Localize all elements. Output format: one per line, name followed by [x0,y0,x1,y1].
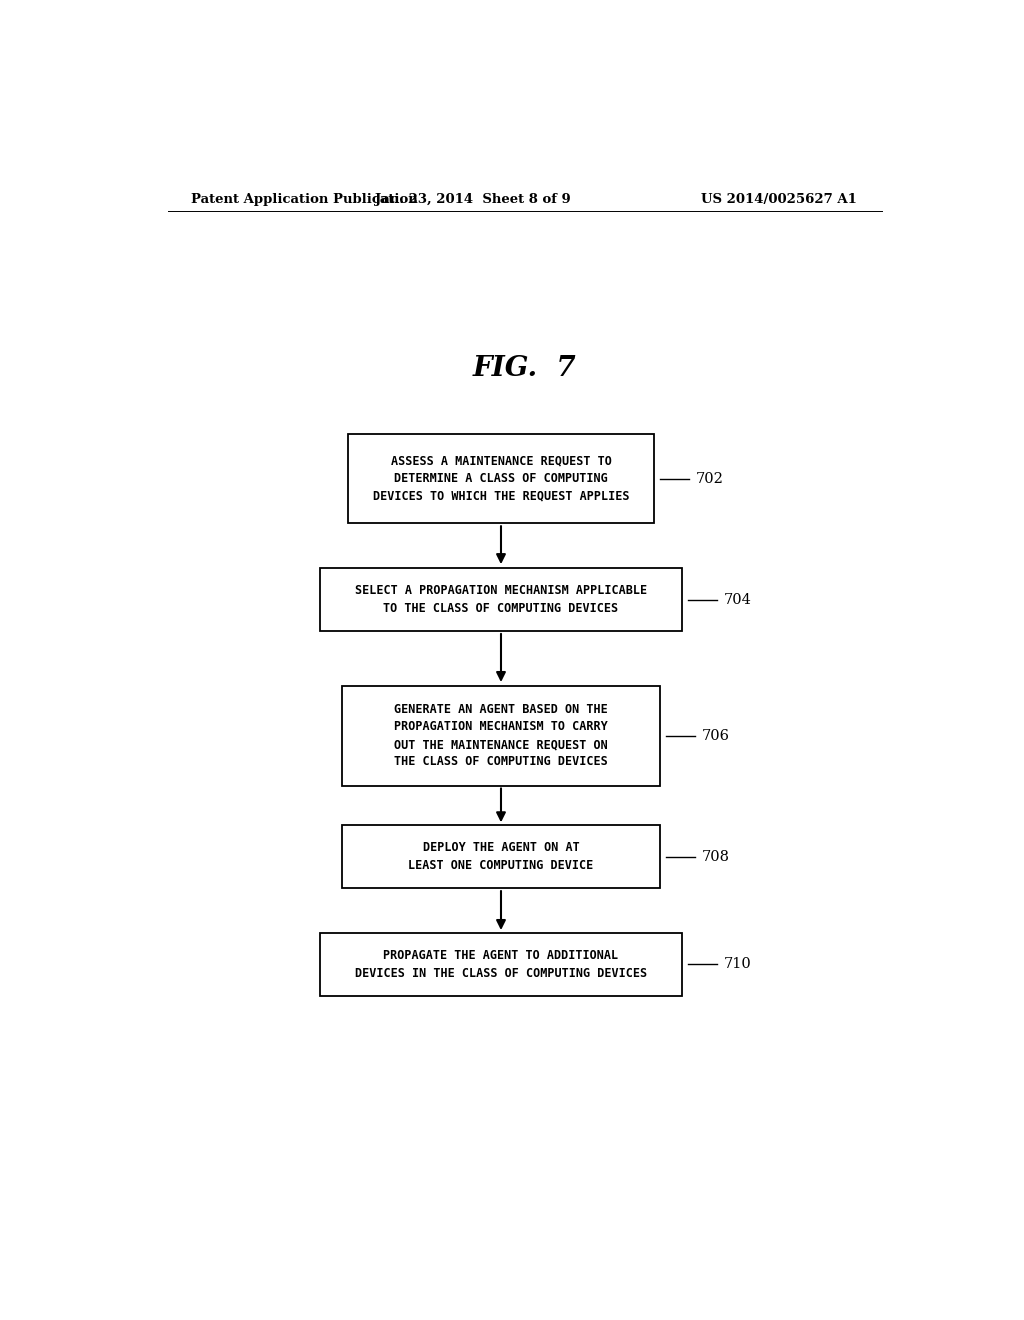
Text: GENERATE AN AGENT BASED ON THE
PROPAGATION MECHANISM TO CARRY
OUT THE MAINTENANC: GENERATE AN AGENT BASED ON THE PROPAGATI… [394,704,608,768]
Text: Jan. 23, 2014  Sheet 8 of 9: Jan. 23, 2014 Sheet 8 of 9 [376,193,571,206]
Text: 710: 710 [724,957,752,972]
Text: ASSESS A MAINTENANCE REQUEST TO
DETERMINE A CLASS OF COMPUTING
DEVICES TO WHICH : ASSESS A MAINTENANCE REQUEST TO DETERMIN… [373,454,629,503]
Text: 704: 704 [724,593,752,606]
FancyBboxPatch shape [342,686,659,785]
Text: 708: 708 [701,850,730,863]
Text: Patent Application Publication: Patent Application Publication [191,193,418,206]
Text: 702: 702 [696,471,724,486]
Text: SELECT A PROPAGATION MECHANISM APPLICABLE
TO THE CLASS OF COMPUTING DEVICES: SELECT A PROPAGATION MECHANISM APPLICABL… [355,585,647,615]
FancyBboxPatch shape [342,825,659,888]
FancyBboxPatch shape [321,933,682,995]
Text: FIG.  7: FIG. 7 [473,355,577,383]
Text: DEPLOY THE AGENT ON AT
LEAST ONE COMPUTING DEVICE: DEPLOY THE AGENT ON AT LEAST ONE COMPUTI… [409,841,594,873]
FancyBboxPatch shape [348,434,653,523]
Text: PROPAGATE THE AGENT TO ADDITIONAL
DEVICES IN THE CLASS OF COMPUTING DEVICES: PROPAGATE THE AGENT TO ADDITIONAL DEVICE… [355,949,647,979]
Text: US 2014/0025627 A1: US 2014/0025627 A1 [700,193,857,206]
FancyBboxPatch shape [321,568,682,631]
Text: 706: 706 [701,729,730,743]
